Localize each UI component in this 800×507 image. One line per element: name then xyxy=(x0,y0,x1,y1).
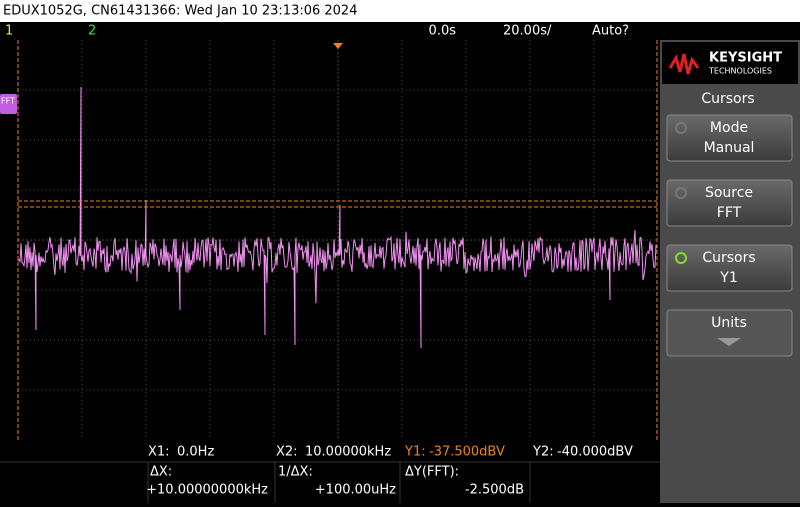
softkey[interactable] xyxy=(666,114,793,162)
x2-label: X2: xyxy=(276,445,298,460)
menu-title: Cursors xyxy=(701,91,754,107)
softkey-label: Units xyxy=(711,315,747,331)
logo-icon xyxy=(668,53,700,75)
fft-marker xyxy=(0,94,17,114)
brand-sub: TECHNOLOGIES xyxy=(708,67,772,76)
softkey-value: Manual xyxy=(704,140,755,156)
readout-bar xyxy=(0,440,660,503)
time-offset: 0.0s xyxy=(429,24,457,39)
softkey[interactable] xyxy=(666,179,793,227)
status-bar xyxy=(0,22,660,40)
softkey-label: Cursors xyxy=(702,250,755,266)
dy-label: ΔY(FFT): xyxy=(405,465,459,480)
inv-dx-label: 1/ΔX: xyxy=(278,465,313,480)
time-scale: 20.00s/ xyxy=(503,24,552,39)
status-right xyxy=(660,22,800,40)
y2-label: Y2: xyxy=(532,445,554,460)
fft-trace xyxy=(17,86,658,349)
dy-value: -2.500dB xyxy=(465,483,524,498)
channel-1[interactable]: 1 xyxy=(5,24,13,39)
softkey-value: Y1 xyxy=(719,270,737,286)
channel-2[interactable]: 2 xyxy=(88,24,96,39)
softkey-icon xyxy=(675,187,687,199)
trigger-marker xyxy=(333,43,343,49)
title: EDUX1052G, CN61431366: Wed Jan 10 23:13:… xyxy=(3,4,357,19)
dx-label: ΔX: xyxy=(150,465,172,480)
dx-value: +10.00000000kHz xyxy=(146,483,268,498)
softkey-icon xyxy=(675,122,687,134)
y1-value: -37.500dBV xyxy=(429,445,505,460)
fft-marker-label: FFT xyxy=(1,97,15,106)
softkey-icon xyxy=(675,252,687,264)
title-bar xyxy=(0,0,800,22)
softkey xyxy=(666,309,793,357)
x2-value: 10.00000kHz xyxy=(305,445,391,460)
softkey-arrow xyxy=(717,338,741,346)
graticule xyxy=(18,40,657,440)
softkey-label: Mode xyxy=(710,120,748,136)
x1-label: X1: xyxy=(148,445,170,460)
trigger-mode: Auto? xyxy=(592,24,629,39)
y2-value: -40.000dBV xyxy=(557,445,633,460)
inv-dx-value: +100.00uHz xyxy=(315,483,396,498)
y1-label: Y1: xyxy=(404,445,426,460)
x1-value: 0.0Hz xyxy=(177,445,214,460)
softkey[interactable] xyxy=(666,244,793,292)
softkey-label: Source xyxy=(705,185,753,201)
brand: KEYSIGHT xyxy=(709,51,782,66)
softkey-value: FFT xyxy=(717,205,742,221)
